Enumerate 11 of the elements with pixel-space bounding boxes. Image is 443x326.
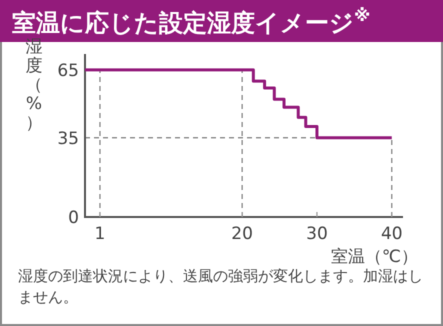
text: 湿度の到達状況により、送風の強弱が変化します。加湿はしません。 [18,266,424,308]
x-tick-label: 40 [380,224,403,244]
x-tick-label: 30 [306,224,328,244]
x-axis-title: 室温（℃） [330,247,418,267]
chart-title: 室温に応じた設定湿度イメージ$^{※}$ [12,5,370,37]
y-tick-label: 35 [57,128,79,149]
x-tick-label: 20 [231,224,253,244]
y-axis-title: 湿度（%） [26,37,42,133]
x-tick-label: 1 [94,224,106,244]
y-tick-label: 65 [57,60,79,81]
y-tick-label: 0 [68,208,79,228]
